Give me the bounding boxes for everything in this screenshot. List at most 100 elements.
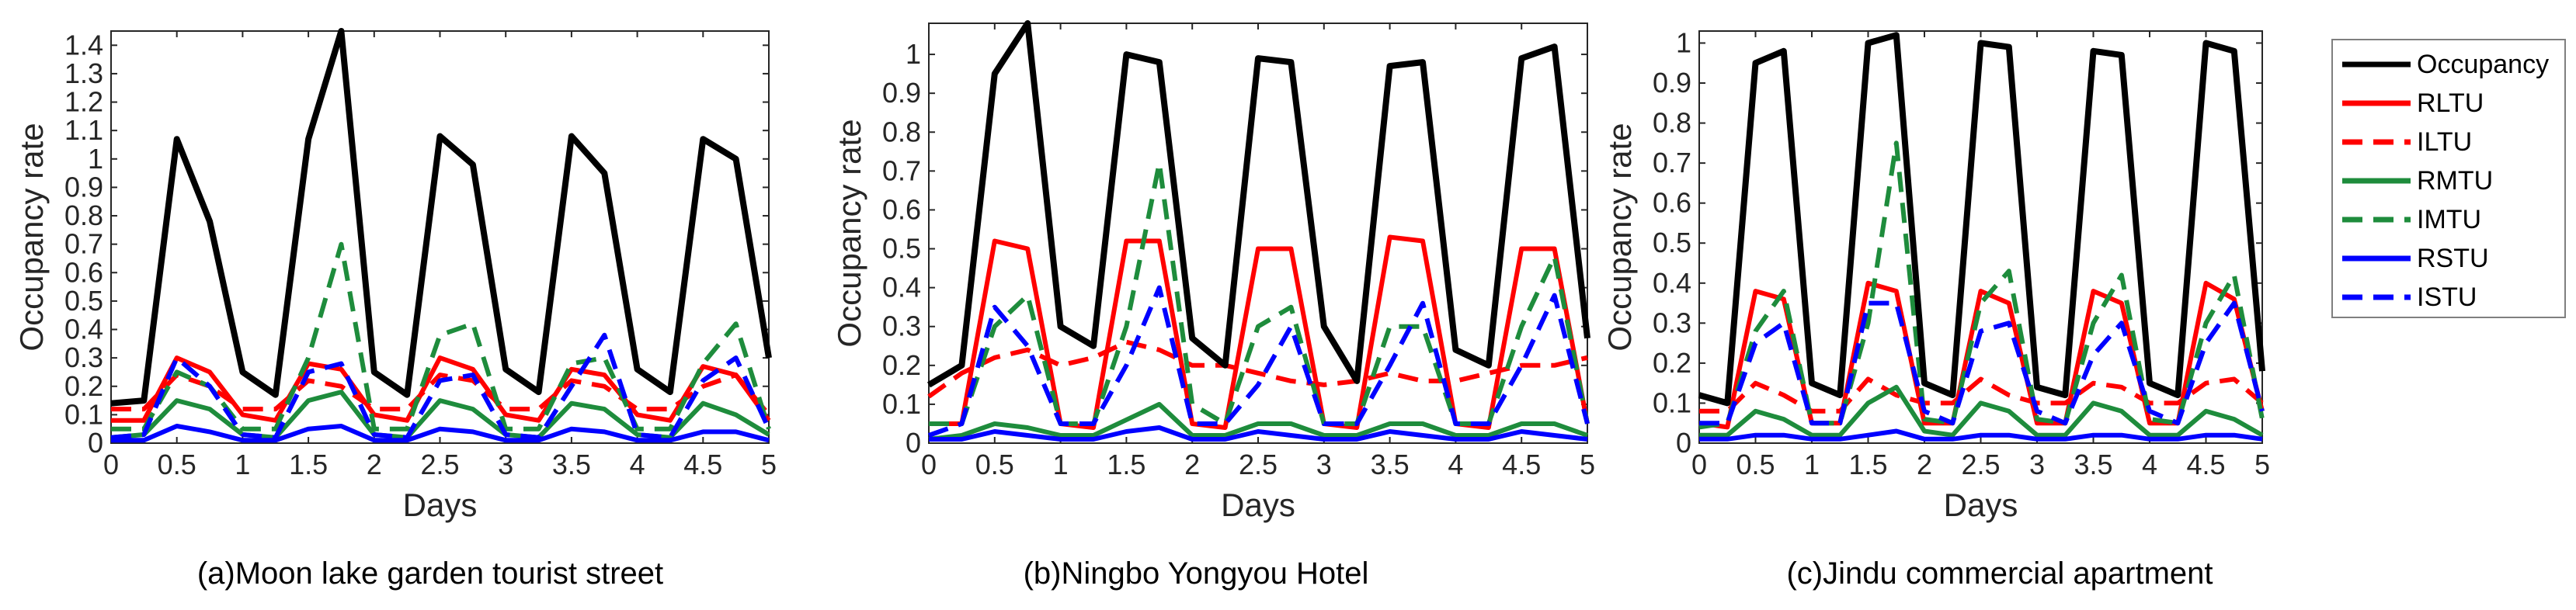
- legend-swatch-rstu: [2342, 255, 2411, 262]
- y-tick-label: 0.8: [64, 199, 103, 231]
- caption-a: (a)Moon lake garden tourist street: [196, 556, 664, 591]
- series-line-rstu: [929, 425, 1588, 442]
- y-tick-label: 0: [88, 427, 103, 459]
- plot-area-c: [1698, 30, 2263, 444]
- y-tick-label: 1: [88, 143, 103, 175]
- x-tick-label: 1: [1804, 449, 1820, 480]
- x-axis-label: Days: [1221, 487, 1295, 523]
- y-tick-label: 0.2: [1653, 347, 1691, 379]
- y-tick-label: 0.8: [882, 116, 921, 147]
- x-tick-label: 4: [630, 449, 645, 480]
- series-line-occupancy: [110, 28, 772, 407]
- x-tick-label: 4: [2142, 449, 2157, 480]
- legend-label: RLTU: [2417, 88, 2484, 118]
- x-tick-label: 3.5: [1371, 449, 1410, 480]
- x-tick-label: 3.5: [552, 449, 591, 480]
- y-tick-label: 1.4: [64, 29, 103, 61]
- series-line-imtu: [111, 241, 771, 432]
- series-line-istu: [927, 285, 1590, 438]
- y-tick-label: 0: [906, 427, 921, 459]
- legend-label: IMTU: [2417, 205, 2482, 234]
- x-tick-label: 0: [1691, 449, 1707, 480]
- x-tick-label: 3: [2029, 449, 2045, 480]
- y-tick-label: 1.2: [64, 86, 103, 118]
- x-tick-label: 3: [498, 449, 513, 480]
- x-tick-label: 1.5: [1107, 449, 1145, 480]
- legend-label: Occupancy: [2417, 50, 2550, 79]
- x-tick-label: 4: [1448, 449, 1463, 480]
- y-axis-label: Occupancy rate: [13, 123, 50, 351]
- y-tick-label: 1: [1676, 26, 1691, 58]
- x-tick-label: 1: [235, 449, 250, 480]
- chart-panel-a: 0 0.5 1 1.5 2 2.5 3 3.5 4 4.5 500.10.20.30.40.50.6…: [13, 28, 777, 523]
- y-tick-label: 0.6: [64, 256, 103, 288]
- y-tick-label: 0.4: [64, 314, 103, 345]
- y-tick-label: 0.2: [64, 370, 103, 402]
- legend-swatch-rmtu: [2342, 178, 2411, 184]
- x-tick-label: 3.5: [2074, 449, 2112, 480]
- y-tick-label: 0.6: [882, 193, 921, 225]
- legend-swatch-imtu: [2342, 217, 2411, 223]
- series-line-imtu: [929, 161, 1590, 426]
- x-tick-label: 2: [367, 449, 382, 480]
- legend-item-rstu: RSTU: [2333, 239, 2566, 278]
- x-tick-label: 5: [761, 449, 777, 480]
- x-tick-label: 4.5: [2186, 449, 2225, 480]
- y-tick-label: 0.1: [1653, 386, 1691, 418]
- legend-swatch-iltu: [2342, 139, 2411, 145]
- y-tick-label: 1: [906, 38, 921, 70]
- y-tick-label: 0.9: [882, 77, 921, 109]
- y-tick-label: 0.4: [1653, 267, 1691, 299]
- x-tick-label: 0.5: [158, 449, 196, 480]
- x-tick-label: 2: [1917, 449, 1932, 480]
- y-tick-label: 0: [1676, 427, 1691, 459]
- y-tick-label: 0.2: [882, 349, 921, 381]
- y-tick-label: 0.7: [882, 154, 921, 186]
- x-tick-label: 2.5: [420, 449, 459, 480]
- series-line-iltu: [1699, 376, 2264, 414]
- x-tick-label: 4.5: [683, 449, 722, 480]
- chart-legend: Occupancy RLTU ILTU RMTU IMTU RSTU ISTU: [2331, 39, 2566, 318]
- chart-panel-b: 0 0.5 1 1.5 2 2.5 3 3.5 4 4.5 500.10.20.30.40.50.6…: [831, 20, 1595, 523]
- y-axis-label: Occupancy rate: [831, 119, 867, 347]
- x-tick-label: 0.5: [975, 449, 1014, 480]
- y-tick-label: 0.7: [64, 228, 103, 260]
- y-tick-label: 0.8: [1653, 107, 1691, 139]
- series-line-imtu: [1698, 140, 2265, 430]
- legend-label: RSTU: [2417, 244, 2489, 273]
- x-tick-label: 0.5: [1736, 449, 1775, 480]
- legend-swatch-istu: [2342, 294, 2411, 300]
- legend-swatch-occupancy: [2342, 61, 2411, 68]
- x-tick-label: 3: [1316, 449, 1332, 480]
- y-tick-label: 0.5: [1653, 227, 1691, 258]
- series-line-iltu: [927, 339, 1588, 399]
- legend-swatch-rltu: [2342, 100, 2411, 106]
- x-tick-label: 5: [1580, 449, 1595, 480]
- legend-item-iltu: ILTU: [2333, 123, 2566, 161]
- y-tick-label: 0.6: [1653, 187, 1691, 219]
- y-tick-label: 0.3: [64, 341, 103, 373]
- legend-item-rltu: RLTU: [2333, 84, 2566, 123]
- x-tick-label: 2: [1184, 449, 1200, 480]
- y-tick-label: 0.1: [64, 398, 103, 430]
- legend-item-imtu: IMTU: [2333, 200, 2566, 239]
- x-tick-label: 1.5: [1848, 449, 1887, 480]
- x-tick-label: 1.5: [289, 449, 328, 480]
- y-tick-label: 0.5: [64, 285, 103, 317]
- y-tick-label: 0.9: [1653, 67, 1691, 99]
- series-line-istu: [110, 332, 771, 440]
- x-tick-label: 4.5: [1502, 449, 1541, 480]
- y-tick-label: 1.1: [64, 114, 103, 146]
- legend-label: RMTU: [2417, 166, 2494, 196]
- series-line-rstu: [111, 424, 770, 443]
- x-axis-label: Days: [1944, 487, 2018, 523]
- y-tick-label: 0.4: [882, 272, 921, 303]
- series-line-rmtu: [1699, 384, 2264, 438]
- series-line-occupancy: [1698, 32, 2265, 407]
- x-tick-label: 1: [1053, 449, 1069, 480]
- series-line-rltu: [929, 234, 1590, 430]
- series-line-rltu: [111, 355, 771, 423]
- caption-c: (c)Jindu commercial apartment: [1786, 556, 2213, 591]
- x-axis-label: Days: [403, 487, 478, 523]
